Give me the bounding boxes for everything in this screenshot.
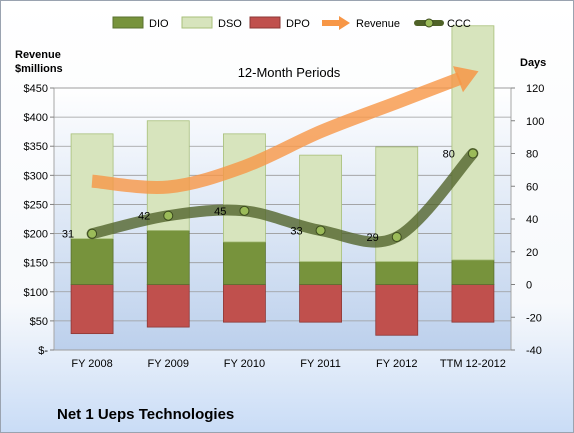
dio-bar [70,238,114,285]
legend-label-ccc: CCC [447,18,471,30]
dpo-bar [223,284,266,323]
ccc-marker [163,210,174,221]
legend-label-dio: DIO [149,18,169,30]
category-label: FY 2011 [300,358,341,370]
left-tick-label: $100 [24,287,48,299]
left-axis-title-unit: $millions [15,63,63,75]
category-label: FY 2008 [71,358,112,370]
dpo-bar [299,284,342,323]
lines-layer: 31 42 45 33 29 80 [62,66,479,248]
ccc-data-label: 45 [214,206,226,218]
right-axis-title: Days [520,57,546,69]
left-tick-label: $250 [24,199,48,211]
right-tick-label: 80 [526,149,538,161]
legend-label-dso: DSO [218,18,242,30]
dio-bar [451,259,495,285]
ccc-marker [239,205,250,216]
right-tick-label: -40 [526,345,542,357]
axes-layer: $- $50 $100 $150 $200 $250 $300 $350 $400 $450 -40… [24,83,545,370]
dio-bar [299,261,342,285]
ccc-marker [315,225,326,236]
category-label: FY 2010 [224,358,265,370]
legend-label-revenue: Revenue [356,18,400,30]
dpo-bar [146,284,190,328]
dpo-bar [375,284,419,336]
ccc-data-label: 42 [138,211,150,223]
dpo-bar [70,284,114,335]
left-tick-label: $150 [24,258,48,270]
dio-bar [146,230,190,285]
category-label: TTM 12-2012 [440,358,506,370]
category-label: FY 2012 [376,358,417,370]
dio-bar [375,261,419,285]
ccc-marker [87,228,98,239]
ccc-data-label: 33 [290,225,302,237]
left-axis-title: Revenue [15,49,61,61]
left-tick-label: $50 [30,316,48,328]
left-tick-label: $300 [24,170,48,182]
left-tick-label: $350 [24,141,48,153]
right-tick-label: 0 [526,280,532,292]
right-tick-label: 120 [526,83,544,95]
legend-swatch-dso [181,16,213,29]
ccc-data-label: 29 [367,232,379,244]
left-tick-label: $- [38,345,48,357]
right-tick-label: -20 [526,312,542,324]
ccc-data-label: 80 [443,149,455,161]
legend-swatch-revenue-head [339,16,350,30]
right-tick-label: 100 [526,116,544,128]
right-tick-label: 60 [526,181,538,193]
left-tick-label: $400 [24,112,48,124]
chart-title: 12-Month Periods [238,65,341,80]
revenue-arrowhead [452,66,479,93]
company-name: Net 1 Ueps Technologies [57,406,235,423]
legend-label-dpo: DPO [286,18,310,30]
dio-bar [223,241,266,285]
category-label: FY 2009 [148,358,189,370]
left-tick-label: $450 [24,83,48,95]
legend-swatch-ccc-marker [424,18,434,28]
ccc-data-label: 31 [62,229,74,241]
right-tick-label: 20 [526,247,538,259]
dso-bar [223,133,266,243]
dso-bar [451,25,495,261]
revenue-line [91,72,463,194]
left-tick-label: $200 [24,229,48,241]
right-tick-label: 40 [526,214,538,226]
legend-swatch-dio [112,16,144,29]
ccc-marker [391,232,402,243]
dso-bar [299,154,342,262]
ccc-marker [467,148,478,159]
dpo-bar [451,284,495,323]
legend-swatch-dpo [249,16,281,29]
legend: DIO DSO DPO Revenue CCC [112,16,471,30]
